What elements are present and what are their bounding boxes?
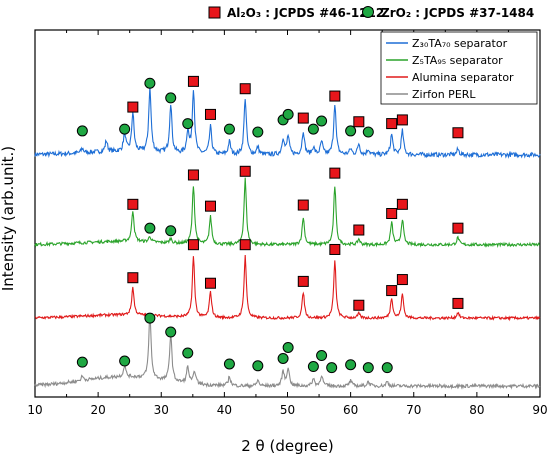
al2o3-marker	[452, 297, 464, 309]
zro2-marker	[119, 355, 131, 367]
legend-box	[380, 31, 538, 105]
zro2-marker	[362, 126, 374, 138]
al2o3-marker	[187, 239, 199, 251]
zro2-marker	[223, 358, 235, 370]
al2o3-marker	[187, 169, 199, 181]
legend-circle-marker	[362, 6, 374, 18]
marker-legend-label: ZrO₂ : JCPDS #37-1484	[381, 6, 534, 20]
zro2-marker	[119, 123, 131, 135]
zro2-marker	[76, 125, 88, 137]
al2o3-marker	[127, 272, 139, 284]
series-legend: Z₃₀TA₇₀ separator Z₅TA₉₅ separator Alumina…	[380, 31, 538, 105]
al2o3-marker	[396, 198, 408, 210]
zro2-marker	[252, 360, 264, 372]
x-tick-label: 10	[27, 403, 42, 417]
al2o3-marker	[329, 243, 341, 255]
zro2-marker	[182, 347, 194, 359]
x-tick-label: 60	[343, 403, 358, 417]
marker-legend-label: Al₂O₃ : JCPDS #46-1212	[227, 6, 384, 20]
al2o3-marker	[329, 90, 341, 102]
al2o3-marker	[297, 199, 309, 211]
al2o3-marker	[353, 224, 365, 236]
al2o3-marker	[353, 116, 365, 128]
al2o3-marker	[452, 127, 464, 139]
x-tick-label: 70	[406, 403, 421, 417]
al2o3-marker	[239, 165, 251, 177]
zro2-marker	[381, 362, 393, 374]
zro2-marker	[144, 222, 156, 234]
legend-label: Z₃₀TA₇₀ separator	[412, 37, 508, 50]
zro2-marker	[165, 92, 177, 104]
al2o3-marker	[396, 114, 408, 126]
zro2-marker	[277, 352, 289, 364]
x-axis: 10 20 30 40 50 60 70 80 90	[27, 30, 548, 417]
al2o3-marker	[353, 299, 365, 311]
al2o3-marker	[239, 239, 251, 251]
al2o3-marker	[386, 118, 398, 130]
zro2-marker	[316, 350, 328, 362]
zro2-marker	[223, 123, 235, 135]
series-line	[34, 254, 541, 322]
x-tick-label: 30	[154, 403, 169, 417]
series-line	[34, 86, 541, 159]
al2o3-marker	[386, 208, 398, 219]
legend-label: Alumina separator	[412, 71, 514, 84]
zro2-marker	[182, 118, 194, 130]
zro2-marker	[345, 125, 357, 137]
al2o3-marker	[239, 83, 251, 95]
zro2-marker	[345, 359, 357, 371]
al2o3-marker	[204, 108, 216, 120]
zro2-marker	[362, 362, 374, 374]
al2o3-marker	[127, 198, 139, 210]
al2o3-marker	[452, 222, 464, 234]
x-tick-label: 20	[90, 403, 105, 417]
zro2-marker	[165, 225, 177, 237]
y-axis-title: Intensity (arb.unit.)	[0, 146, 17, 291]
x-tick-label: 90	[532, 403, 547, 417]
al2o3-marker	[204, 277, 216, 289]
zro2-marker	[307, 123, 319, 135]
x-axis-title: 2 θ (degree)	[241, 437, 334, 455]
zro2-marker	[307, 361, 319, 373]
legend-label: Zirfon PERL	[412, 88, 476, 101]
x-tick-label: 80	[469, 403, 484, 417]
peak-markers	[76, 75, 464, 374]
x-tick-label: 40	[217, 403, 232, 417]
zro2-marker	[282, 341, 294, 353]
zro2-marker	[144, 77, 156, 89]
zro2-marker	[282, 108, 294, 120]
zro2-marker	[252, 126, 264, 138]
al2o3-marker	[204, 200, 216, 212]
al2o3-marker	[297, 275, 309, 287]
al2o3-marker	[297, 112, 309, 124]
traces	[34, 86, 541, 390]
al2o3-marker	[396, 274, 408, 286]
zro2-marker	[316, 115, 328, 127]
al2o3-marker	[127, 101, 139, 113]
al2o3-marker	[386, 285, 398, 297]
zro2-marker	[76, 356, 88, 368]
series-line	[34, 177, 541, 248]
zro2-marker	[165, 326, 177, 338]
al2o3-marker	[187, 75, 199, 87]
x-tick-label: 50	[280, 403, 295, 417]
series-line	[34, 314, 541, 390]
zro2-marker	[144, 312, 156, 324]
al2o3-marker	[329, 167, 341, 179]
legend-square-marker	[208, 6, 221, 19]
legend-label: Z₅TA₉₅ separator	[412, 54, 503, 67]
zro2-marker	[326, 362, 338, 374]
